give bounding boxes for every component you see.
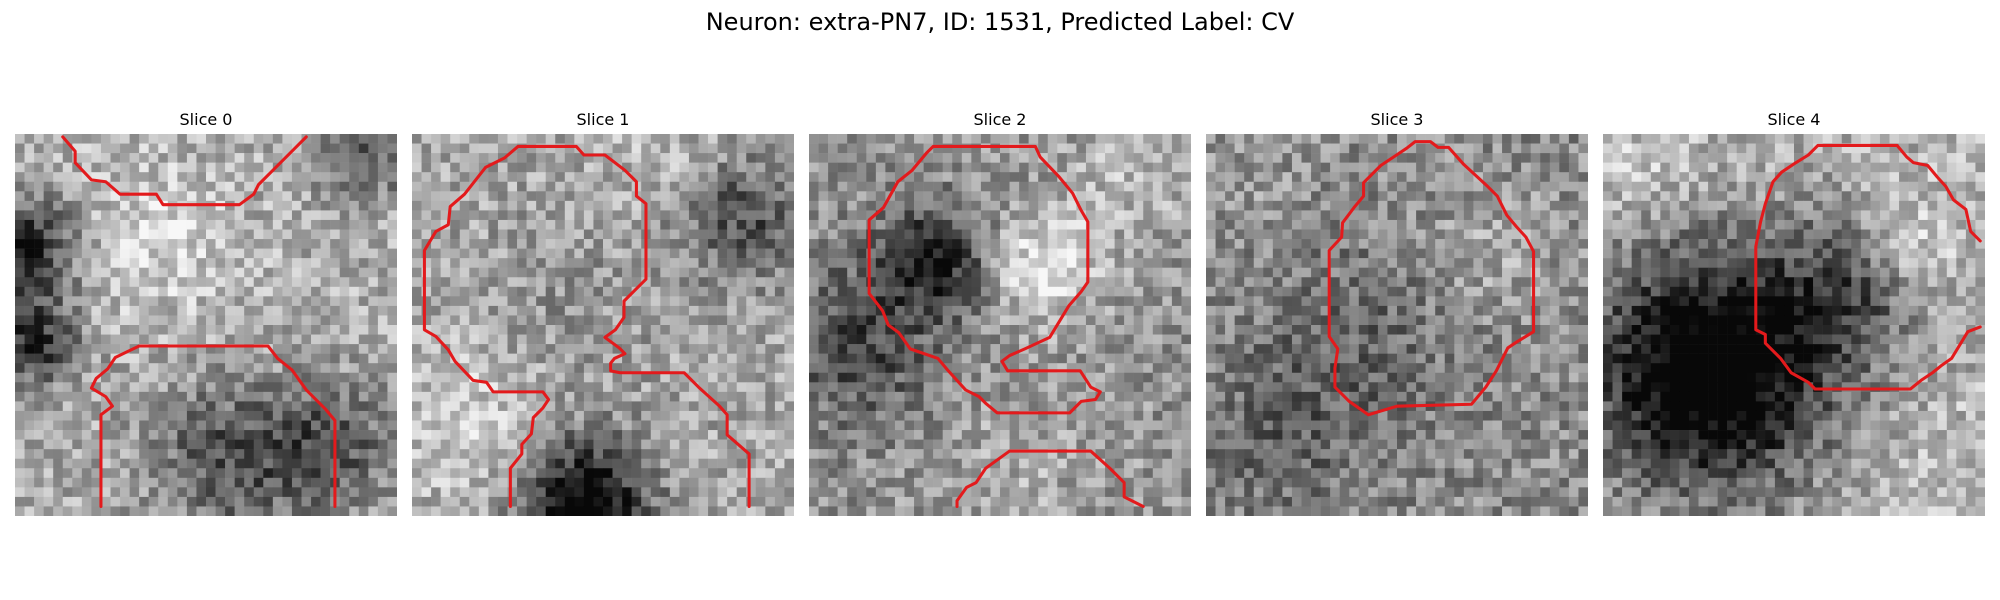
slice-image-3 — [1206, 134, 1588, 516]
grayscale-texture — [1206, 134, 1588, 516]
slice-panel-3: Slice 3 — [1206, 108, 1588, 516]
figure-title: Neuron: extra-PN7, ID: 1531, Predicted L… — [705, 8, 1295, 36]
slice-title: Slice 1 — [576, 110, 630, 129]
slice-image-1 — [412, 134, 794, 516]
grayscale-texture — [15, 134, 397, 516]
slice-image-2 — [809, 134, 1191, 516]
slice-panel-0: Slice 0 — [15, 108, 397, 516]
red-contour — [61, 135, 337, 508]
slice-title: Slice 4 — [1767, 110, 1821, 129]
slice-title: Slice 3 — [1370, 110, 1424, 129]
red-contour — [422, 144, 751, 508]
slice-title: Slice 0 — [179, 110, 233, 129]
slice-title: Slice 2 — [973, 110, 1027, 129]
grayscale-texture — [412, 134, 794, 516]
red-contour — [1754, 143, 1982, 391]
slice-image-4 — [1603, 134, 1985, 516]
slice-panel-2: Slice 2 — [809, 108, 1191, 516]
slice-image-0 — [15, 134, 397, 516]
slice-panel-1: Slice 1 — [412, 108, 794, 516]
slice-panel-4: Slice 4 — [1603, 108, 1985, 516]
grayscale-texture — [1603, 134, 1985, 516]
red-contour — [867, 144, 1145, 508]
red-contour — [1327, 140, 1536, 417]
